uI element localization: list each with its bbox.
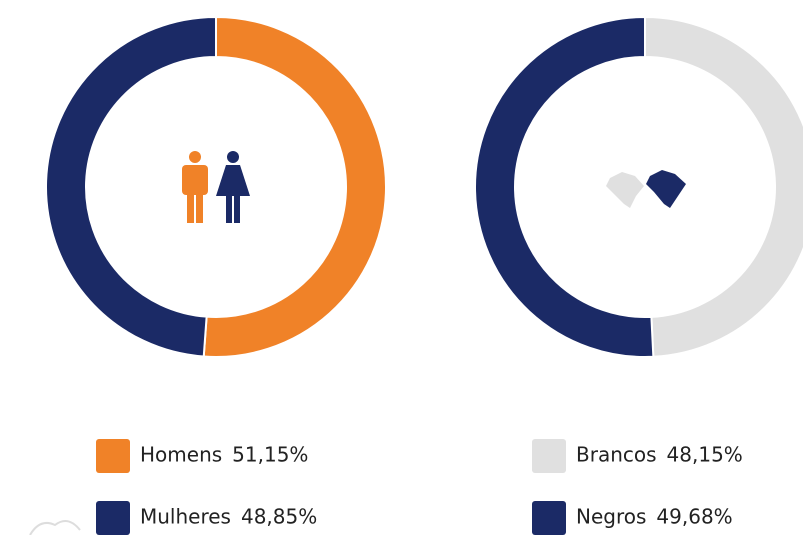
legend-label: Mulheres xyxy=(140,505,231,529)
legend-swatch xyxy=(96,501,130,535)
donut-segment xyxy=(644,15,803,358)
value-label: 49,68% xyxy=(656,505,732,529)
donut-segment xyxy=(45,15,217,358)
value-label: 51,15% xyxy=(232,443,308,467)
donut-segment xyxy=(202,15,388,358)
legend-swatch xyxy=(532,439,566,473)
brazil-icon xyxy=(606,170,686,208)
legend-swatch xyxy=(532,501,566,535)
value-label: 48,15% xyxy=(667,443,743,467)
legend-label: Brancos xyxy=(576,443,657,467)
people-icon xyxy=(182,151,250,223)
legend-label: Negros xyxy=(576,505,646,529)
donut-segment xyxy=(474,15,655,358)
legend-label: Homens xyxy=(140,443,222,467)
value-label: 48,85% xyxy=(241,505,317,529)
logo xyxy=(29,520,81,535)
legend-swatch xyxy=(96,439,130,473)
